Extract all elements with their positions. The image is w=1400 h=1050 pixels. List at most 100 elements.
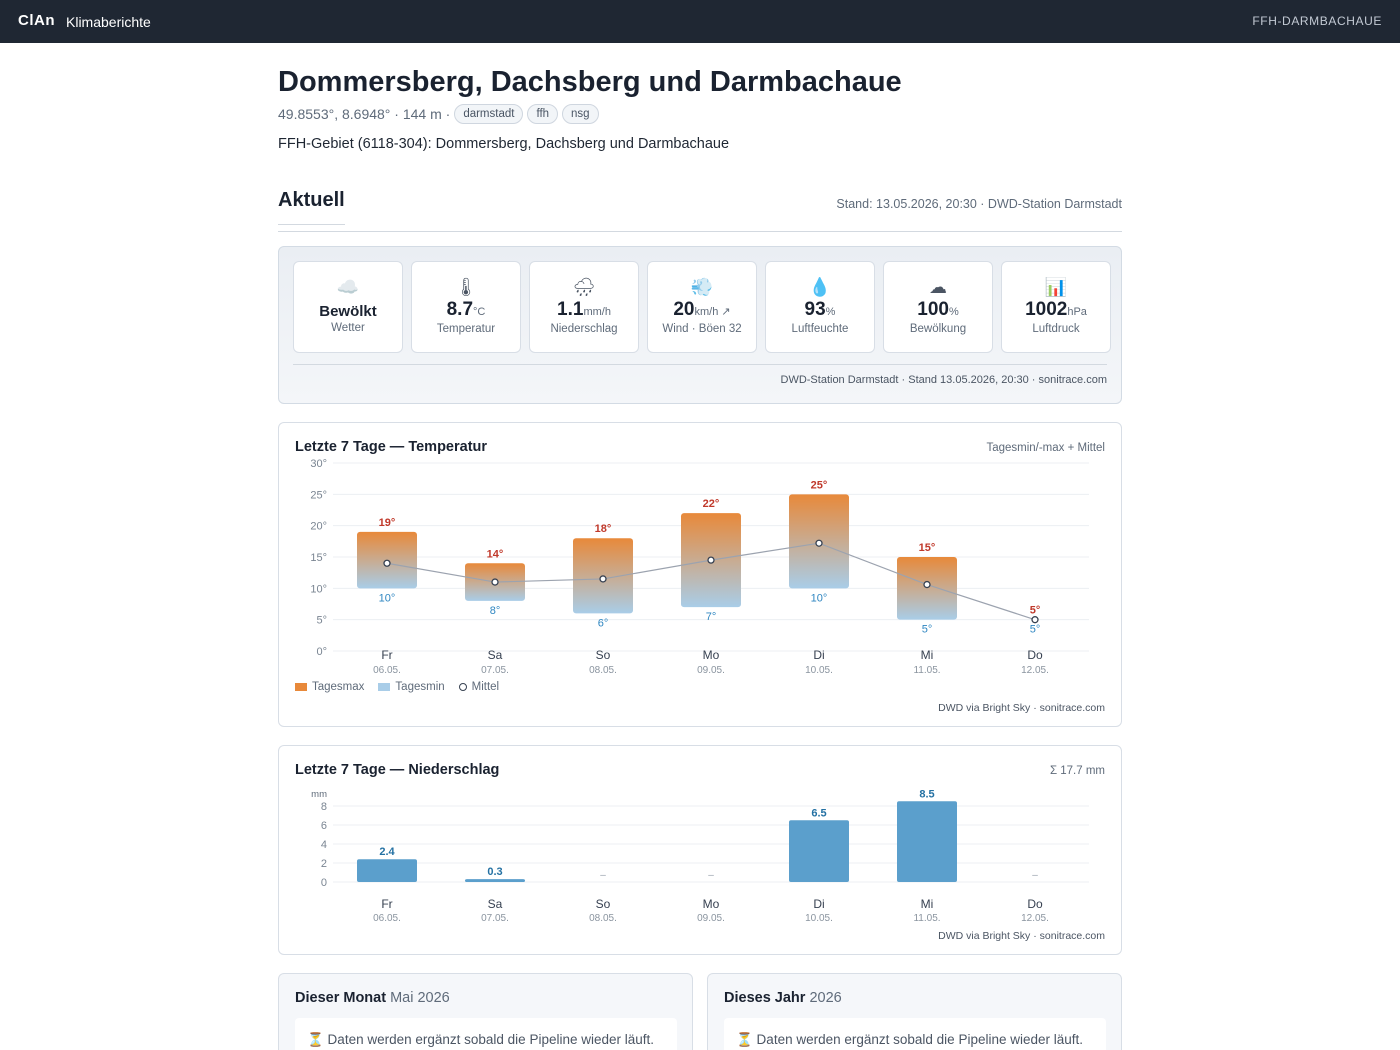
max-value-label: 25° (811, 479, 828, 491)
min-value-label: 5° (922, 624, 933, 636)
mean-point (491, 578, 499, 586)
x-tick-label: Di (813, 648, 824, 662)
precipitation-chart: mm 0 2 4 6 8 2.4 Fr 06.05. 0.3 Sa 07.05. – So 08.05. – M… (311, 788, 1089, 924)
x-date-label: 11.05. (913, 913, 940, 924)
weather-tiles: ☁️ Bewölkt Wetter 🌡 8.7°C Temperatur 🌧 1… (293, 261, 1111, 353)
x-tick-label: Do (1027, 648, 1043, 662)
x-tick-label: Mo (703, 648, 720, 662)
bar-chart-icon: 📊 (1044, 277, 1068, 297)
page-title: Dommersberg, Dachsberg und Darmbachaue (278, 66, 902, 98)
max-value-label: 5° (1030, 605, 1041, 617)
legend-swatch-min (378, 683, 391, 691)
precip-bar (789, 820, 849, 882)
tile-niederschlag: 🌧 1.1mm/h Niederschlag (529, 261, 639, 353)
nav-klimaberichte-link[interactable]: Klimaberichte (66, 14, 151, 30)
y-tick-label: 20° (310, 521, 327, 533)
area-description: FFH-Gebiet (6118-304): Dommersberg, Dach… (278, 136, 730, 152)
min-value-label: 10° (811, 592, 828, 604)
tile-value: Bewölkt (319, 303, 377, 320)
precip-value-label: 8.5 (919, 788, 934, 800)
legend-item-max: Tagesmax (295, 681, 364, 693)
top-navbar: ClAn Klimaberichte FFH-DARMBACHAUE (0, 0, 1400, 43)
tile-value: 100% (884, 299, 992, 321)
year-card-title: Dieses Jahr 2026 (724, 990, 842, 1006)
tile-label: Wetter (331, 322, 365, 334)
precipitation-chart-footer: DWD via Bright Sky · sonitrace.com (938, 930, 1105, 942)
section-title-aktuell: Aktuell (278, 189, 345, 211)
mean-point (1031, 616, 1039, 624)
temperature-chart-subtitle: Tagesmin/-max + Mittel (986, 442, 1105, 454)
x-date-label: 10.05. (805, 913, 833, 924)
precip-empty-label: – (708, 870, 714, 881)
tag-darmstadt[interactable]: darmstadt (454, 104, 524, 124)
tile-unit: mm/h (583, 306, 611, 318)
mean-point (923, 580, 931, 589)
x-date-label: 09.05. (697, 665, 725, 676)
x-date-label: 09.05. (697, 913, 725, 924)
year-period: 2026 (809, 990, 842, 1006)
y-tick-label: 10° (310, 583, 327, 595)
month-card-title: Dieser Monat Mai 2026 (295, 990, 450, 1006)
tag-ffh[interactable]: ffh (527, 104, 559, 124)
precip-bar (897, 801, 957, 882)
temp-range-bar (897, 557, 957, 620)
tile-value: 93% (766, 299, 874, 321)
legend-swatch-mean (458, 683, 467, 691)
section-divider (278, 231, 1122, 232)
brand-logo[interactable]: ClAn (18, 12, 55, 29)
mean-point (383, 559, 391, 567)
y-tick-label: 5° (316, 615, 327, 627)
precipitation-chart-card: mm 0 2 4 6 8 2.4 Fr 06.05. 0.3 Sa 07.05. – So 08.05. – M… (278, 745, 1122, 955)
tag-nsg[interactable]: nsg (562, 104, 599, 124)
x-date-label: 08.05. (589, 913, 617, 924)
tile-value: 1002hPa (1002, 299, 1110, 321)
x-tick-label: Mi (921, 897, 934, 911)
y-tick-label: 0° (316, 646, 327, 658)
tile-unit: km/h ↗ (694, 306, 731, 318)
x-date-label: 07.05. (481, 913, 509, 924)
temperature-legend: Tagesmax Tagesmin Mittel (295, 681, 499, 693)
mean-point (599, 575, 607, 583)
min-value-label: 5° (1030, 624, 1041, 636)
max-value-label: 22° (703, 498, 720, 510)
precipitation-chart-subtitle: Σ 17.7 mm (1049, 765, 1105, 777)
max-value-label: 14° (487, 548, 504, 560)
droplet-icon: 💧 (808, 277, 832, 297)
tile-label: Luftdruck (1032, 323, 1080, 335)
y-tick-label: 25° (310, 489, 327, 501)
tile-number: 8.7 (446, 299, 474, 320)
precipitation-chart-title: Letzte 7 Tage — Niederschlag (295, 762, 500, 778)
current-weather-panel: ☁️ Bewölkt Wetter 🌡 8.7°C Temperatur 🌧 1… (278, 246, 1122, 404)
y-tick-label: 8 (321, 801, 327, 813)
tile-value: 8.7°C (412, 299, 520, 321)
x-tick-label: Mo (703, 897, 720, 911)
y-axis-unit: mm (311, 789, 327, 800)
precip-bar (465, 879, 525, 882)
legend-label: Tagesmax (312, 681, 365, 693)
x-tick-label: Fr (381, 648, 392, 662)
tile-number: 100 (917, 299, 949, 320)
min-value-label: 8° (490, 605, 501, 617)
tile-unit: % (948, 306, 959, 318)
min-value-label: 7° (706, 611, 717, 623)
tile-bewoelkung: ☁ 100% Bewölkung (883, 261, 993, 353)
x-tick-label: Sa (488, 897, 503, 911)
month-title: Dieser Monat (295, 990, 387, 1006)
x-tick-label: So (596, 897, 611, 911)
x-date-label: 10.05. (805, 665, 833, 676)
tile-temperatur: 🌡 8.7°C Temperatur (411, 261, 521, 353)
current-stand-text: Stand: 13.05.2026, 20:30 · DWD-Station D… (836, 197, 1122, 211)
x-tick-label: Di (813, 897, 824, 911)
y-tick-label: 0 (321, 877, 327, 889)
temperature-chart-title: Letzte 7 Tage — Temperatur (295, 439, 488, 455)
cloud-cover-icon: ☁ (929, 277, 947, 297)
tile-luftdruck: 📊 1002hPa Luftdruck (1001, 261, 1111, 353)
year-title: Dieses Jahr (724, 990, 806, 1006)
temperature-chart-card: 0° 5° 10° 15° 20° 25° 30° 19° 10° Fr 06.05. 14° 8° Sa… (278, 422, 1122, 727)
x-tick-label: Sa (488, 648, 503, 662)
legend-item-min: Tagesmin (378, 681, 445, 693)
precip-value-label: 2.4 (379, 846, 395, 858)
precip-empty-label: – (600, 870, 606, 881)
legend-label: Mittel (471, 681, 500, 693)
wind-icon: 💨 (690, 277, 714, 297)
